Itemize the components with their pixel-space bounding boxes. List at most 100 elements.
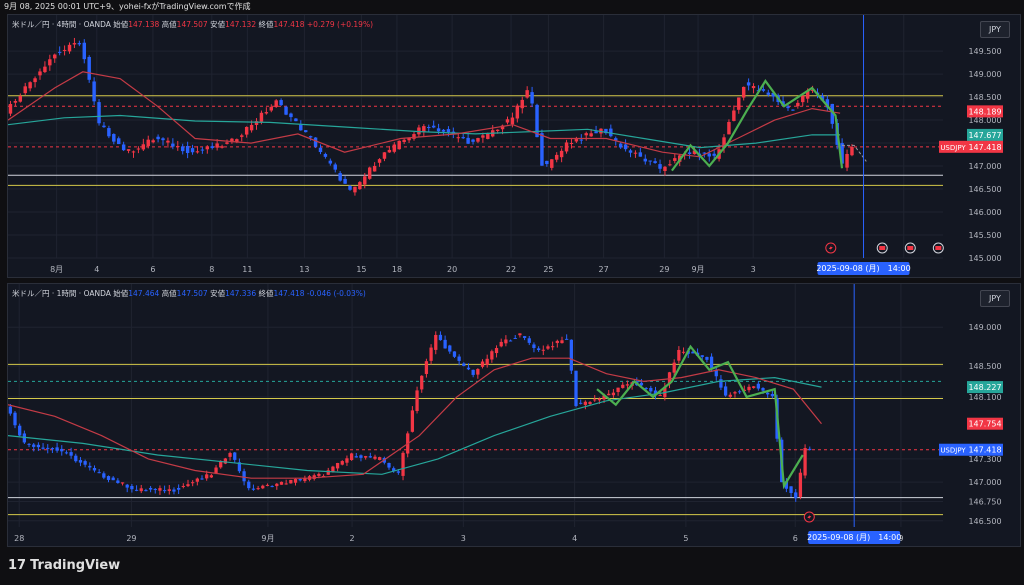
candle-body: [808, 448, 812, 450]
ma-teal-line: [8, 114, 841, 149]
candle-body: [803, 448, 807, 476]
currency-button[interactable]: JPY: [980, 290, 1010, 307]
candle-body: [48, 59, 52, 66]
candle-body: [786, 106, 790, 109]
candle-body: [452, 351, 457, 357]
y-tick-label: 148.100: [968, 393, 1001, 402]
candle-body: [486, 133, 490, 139]
candle-body: [185, 145, 190, 154]
projection-line: [842, 144, 867, 162]
candle-body: [317, 473, 321, 476]
y-tick-label: 149.000: [968, 70, 1001, 79]
candle-body: [304, 130, 308, 133]
tradingview-logo[interactable]: 17 TradingView: [8, 558, 120, 573]
symbol-label-box: [939, 443, 967, 456]
candle-body: [560, 340, 564, 344]
cursor-date-box: [817, 262, 910, 275]
candle-body: [367, 167, 372, 179]
chart-4h-canvas[interactable]: 149.500149.000148.500148.000147.500147.0…: [8, 15, 1020, 277]
x-tick-label: 20: [447, 265, 457, 274]
x-tick-label: 27: [599, 265, 609, 274]
candle-body: [242, 471, 246, 482]
candle-body: [275, 483, 279, 487]
candle-body: [446, 129, 451, 133]
price-label-text: 148.227: [968, 383, 1001, 392]
candle-body: [265, 484, 270, 486]
candle-body: [77, 43, 82, 45]
open-label: 始値: [113, 289, 129, 298]
candle-body: [527, 338, 531, 343]
candle-body: [415, 390, 419, 412]
candle-body: [692, 150, 697, 155]
candle-body: [72, 43, 77, 45]
candle-body: [644, 387, 648, 389]
chart-panel-4h[interactable]: 149.500149.000148.500148.000147.500147.0…: [7, 14, 1021, 278]
price-label-text: 147.754: [968, 420, 1001, 429]
candle-body: [618, 143, 623, 148]
candle-body: [471, 139, 475, 142]
candle-body: [658, 395, 662, 397]
chart-1h-canvas[interactable]: 149.000 148.500 148.100 147.300 147.000 146.7…: [8, 284, 1020, 546]
candle-body: [38, 71, 42, 76]
x-tick-label: 2: [350, 534, 355, 543]
candle-body: [508, 340, 513, 342]
chart-panel-1h[interactable]: 149.000 148.500 148.100 147.300 147.000 146.7…: [7, 283, 1021, 547]
candle-body: [67, 44, 72, 52]
x-tick-label: 25: [543, 265, 553, 274]
x-tick-label: 15: [356, 265, 366, 274]
candle-body: [36, 444, 41, 448]
candle-body: [579, 402, 583, 404]
candle-body: [240, 135, 244, 137]
candle-body: [443, 339, 447, 349]
candle-body: [417, 127, 421, 135]
candle-body: [8, 406, 12, 414]
candle-body: [33, 78, 37, 83]
price-label-text: 147.418: [968, 143, 1001, 152]
candle-body: [505, 119, 510, 123]
candle-body: [41, 447, 45, 449]
candle-body: [200, 149, 205, 151]
candle-body: [195, 151, 200, 153]
candle-body: [28, 82, 32, 89]
candle-body: [125, 484, 129, 488]
candle-body: [151, 140, 155, 143]
currency-button[interactable]: JPY: [980, 21, 1010, 38]
cursor-date-label: 2025-09-08 (月) 14:00: [807, 533, 901, 542]
candle-body: [378, 457, 382, 460]
candle-body: [354, 456, 358, 458]
candle-body: [412, 134, 416, 139]
candle-body: [382, 152, 387, 159]
candle-body: [434, 334, 438, 350]
candle-body: [574, 139, 579, 142]
candle-body: [364, 456, 368, 458]
candle-body: [845, 153, 849, 168]
candle-body: [424, 361, 429, 374]
candle-body: [609, 128, 613, 137]
candle-body: [522, 336, 527, 338]
candle-body: [345, 458, 349, 463]
candle-body: [850, 146, 854, 156]
candle-body: [106, 476, 111, 480]
candle-body: [387, 149, 392, 153]
candle-body: [625, 384, 630, 386]
candle-body: [171, 143, 175, 147]
chart-1h-header: 米ドル／円 · 1時間 · OANDA 始値147.464 高値147.507 …: [12, 288, 366, 299]
topbar-title: 9月 08, 2025 00:01 UTC+9、yohei-fxがTrading…: [4, 2, 251, 11]
candle-body: [623, 144, 628, 150]
candle-body: [340, 461, 344, 465]
candle-body: [761, 388, 765, 391]
x-tick-label: 18: [392, 265, 402, 274]
candle-body: [126, 149, 131, 151]
us-flag-stripe: [907, 246, 914, 250]
candle-body: [550, 159, 554, 168]
y-tick-label: 148.000: [968, 116, 1001, 125]
candle-body: [545, 160, 549, 165]
candle-body: [102, 473, 106, 478]
candle-body: [535, 104, 539, 138]
x-tick-label: 3: [751, 265, 756, 274]
candle-body: [722, 137, 726, 148]
candle-body: [741, 86, 746, 98]
candle-body: [530, 92, 534, 104]
candle-body: [313, 137, 318, 147]
candle-body: [752, 386, 756, 388]
